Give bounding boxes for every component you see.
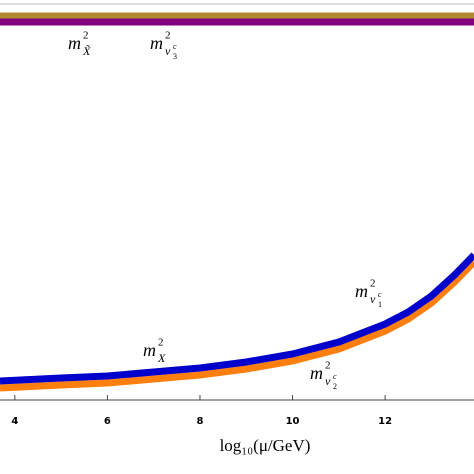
annotation-base: m xyxy=(355,281,368,301)
annotation-sub-sub: 3 xyxy=(173,52,177,61)
annotation-sub: X̃ xyxy=(82,44,91,58)
annotation-sup: 2 xyxy=(370,278,376,290)
annotation-sub: ν xyxy=(370,292,376,306)
annotation-sub-sup: c xyxy=(333,372,337,381)
annotation-sup: 2 xyxy=(158,337,164,349)
x-tick-label: 10 xyxy=(286,416,300,427)
annotation-sub: ν xyxy=(165,44,171,58)
x-axis-label: log₁₀(μ/GeV) xyxy=(220,436,311,455)
annotation-base: m xyxy=(150,33,163,53)
annotation-sub-sub: 1 xyxy=(378,300,382,309)
annotation-base: m xyxy=(143,340,156,360)
annotation-sup: 2 xyxy=(325,360,331,372)
x-tick-label: 6 xyxy=(104,416,111,427)
annotation-sub-sup: c xyxy=(173,42,177,51)
x-tick-label: 4 xyxy=(11,416,18,427)
x-tick-label: 8 xyxy=(196,416,203,427)
annotation-sup: 2 xyxy=(165,30,171,42)
annotation-sub-sub: 2 xyxy=(333,382,337,391)
line-series xyxy=(0,252,474,385)
annotation-sup: 2 xyxy=(83,30,89,42)
annotation-sub-sup: c xyxy=(378,290,382,299)
annotation-sub: X xyxy=(157,351,166,365)
annotation-base: m xyxy=(310,363,323,383)
x-tick-label: 12 xyxy=(378,416,392,427)
annotation-base: m xyxy=(68,33,81,53)
annotation-sub: ν xyxy=(325,374,331,388)
line-series xyxy=(0,259,474,392)
